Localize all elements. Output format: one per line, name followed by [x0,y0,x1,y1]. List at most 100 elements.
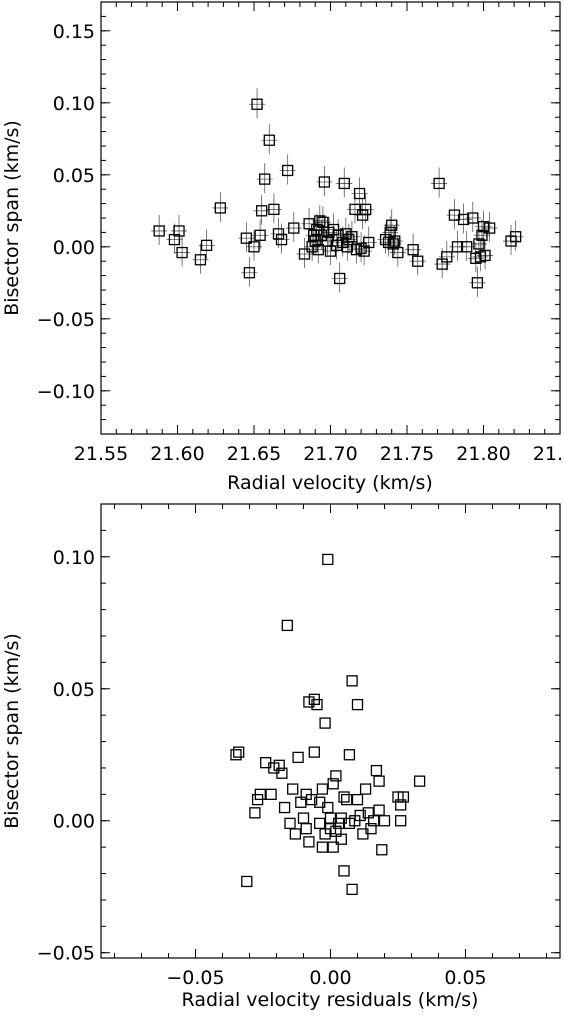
top-data-point [467,212,479,224]
top-data-point [318,176,331,188]
bottom-data-point [395,799,407,811]
top-data-point [353,187,366,200]
top-data-point [259,173,271,185]
bottom-data-point [338,865,350,877]
bottom-data-point [397,791,410,803]
bottom-data-point [370,764,383,777]
bottom-data-point [327,778,339,790]
bottom-data-point [314,817,326,830]
top-data-point [317,216,329,228]
top-data-point [433,177,445,190]
bottom-data-point [254,788,266,800]
bottom-data-point [249,807,261,819]
top-data-point [324,245,337,257]
bottom-data-point [233,746,245,758]
bottom-data-point [308,746,320,758]
bottom-data-point [276,767,288,779]
bottom-data-point [287,783,299,795]
top-data-point [360,203,372,216]
top-data-point [363,236,375,249]
bottom-data-point [278,801,291,814]
top-data-point [407,244,419,256]
bottom-data-point [376,844,388,856]
top-data-point [346,231,358,243]
top-data-point [173,225,185,237]
top-data-point [457,213,470,226]
bottom-data-point [297,812,310,824]
bottom-data-point [327,841,339,853]
bottom-data-point [351,793,364,806]
bottom-plot-frame [100,503,561,959]
bottom-y-axis-label: Bisector span (km/s) [1,633,23,829]
top-data-point [315,229,327,241]
top-x-tick-label: 21.85 [533,443,564,465]
bottom-data-point [373,775,385,787]
top-data-point [389,235,401,247]
top-x-axis-label: Radial velocity (km/s) [227,472,433,494]
bottom-data-point [303,836,315,848]
top-data-point [338,177,350,190]
bottom-data-point [413,775,426,787]
top-data-point [200,239,213,252]
top-plot-frame [100,1,561,435]
top-data-point [243,267,256,279]
bottom-data-point [292,751,304,764]
bottom-data-point [359,783,372,795]
bottom-tick-labels: −0.05 0.00 0.05 −0.05 0.00 0.05 0.10 [37,547,487,989]
top-data-point [356,209,369,221]
top-y-axis-label: Bisector span (km/s) [1,120,23,316]
top-data-point [340,228,352,240]
bottom-data-point [346,675,358,687]
bottom-data-point [230,749,242,761]
bottom-data-point [354,809,366,822]
bottom-data-point [395,815,407,827]
top-data-point [303,218,315,230]
top-data-points [151,88,524,297]
bottom-x-tick-label: −0.05 [166,967,224,989]
bottom-data-point [335,833,347,845]
top-data-point [343,233,355,246]
bottom-y-tick-label: 0.00 [53,811,95,833]
bottom-data-point [319,717,331,729]
bottom-data-point [322,553,334,566]
top-data-point [176,246,188,259]
top-data-point [288,222,300,234]
bottom-y-tick-label: −0.05 [37,943,95,965]
bottom-data-point [289,828,302,840]
top-x-tick-label: 21.80 [456,443,510,465]
bottom-data-point [273,759,285,771]
top-tick-labels: 21.55 21.60 21.65 21.70 21.75 21.80 21.85 −0.10… [37,21,564,465]
top-data-point [334,272,346,285]
bottom-data-point [284,817,296,830]
top-y-tick-label: −0.05 [37,309,95,331]
bottom-panel: −0.05 0.00 0.05 −0.05 0.00 0.05 0.10 Radial ve… [1,503,561,1011]
top-data-point [194,254,207,266]
top-data-point [441,251,453,263]
bottom-data-point [378,815,391,827]
top-data-point [263,134,275,146]
bottom-data-point [241,875,253,888]
top-data-point [306,241,318,253]
top-data-point [312,244,324,256]
top-data-point [275,233,288,246]
top-y-tick-label: 0.00 [53,237,95,259]
bottom-ticks [101,503,560,958]
top-data-point [509,231,522,243]
top-data-point [476,229,488,241]
top-data-point [251,98,263,110]
bottom-x-tick-label: 0.05 [444,967,486,989]
top-x-tick-label: 21.75 [380,443,434,465]
top-data-point [314,215,326,227]
top-data-point [153,225,165,237]
top-y-tick-label: 0.15 [53,21,95,43]
bottom-data-point [316,841,329,853]
top-data-point [268,203,280,216]
bottom-data-point [338,791,350,803]
bottom-data-point [346,883,358,896]
bottom-data-point [265,788,277,800]
top-x-tick-label: 21.70 [303,443,357,465]
top-data-point [473,238,485,250]
top-data-point [461,241,473,253]
bottom-y-tick-label: 0.10 [53,547,95,569]
top-y-tick-label: −0.10 [37,381,95,403]
